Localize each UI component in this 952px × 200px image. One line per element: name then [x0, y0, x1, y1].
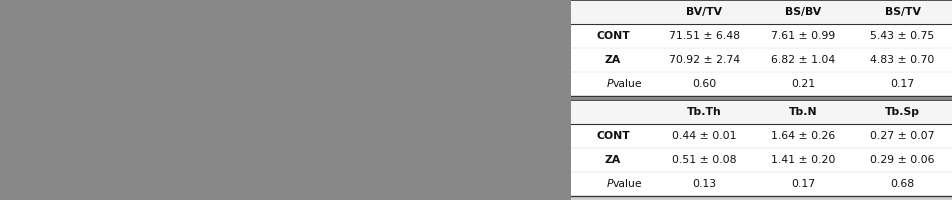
Text: CONT: CONT	[596, 131, 630, 141]
Text: 4.83 ± 0.70: 4.83 ± 0.70	[870, 55, 935, 65]
Bar	[571, 100, 952, 124]
Text: 0.17: 0.17	[791, 179, 816, 189]
Bar	[571, 72, 952, 96]
Text: Tb.N: Tb.N	[789, 107, 818, 117]
Text: 5.43 ± 0.75: 5.43 ± 0.75	[870, 31, 935, 41]
Text: 0.29 ± 0.06: 0.29 ± 0.06	[870, 155, 935, 165]
Text: 70.92 ± 2.74: 70.92 ± 2.74	[669, 55, 740, 65]
Text: 0.68: 0.68	[890, 179, 915, 189]
Text: 0.51 ± 0.08: 0.51 ± 0.08	[672, 155, 737, 165]
Bar	[571, 48, 952, 72]
Text: CONT: CONT	[596, 31, 630, 41]
Text: BV/TV: BV/TV	[686, 7, 723, 17]
Text: Tb.Th: Tb.Th	[687, 107, 722, 117]
Text: 0.60: 0.60	[692, 79, 717, 89]
Text: P: P	[606, 179, 613, 189]
Bar	[571, 172, 952, 196]
Text: BS/BV: BS/BV	[785, 7, 822, 17]
Text: value: value	[613, 179, 643, 189]
Text: 0.27 ± 0.07: 0.27 ± 0.07	[870, 131, 935, 141]
Text: P: P	[606, 79, 613, 89]
Text: 1.64 ± 0.26: 1.64 ± 0.26	[771, 131, 836, 141]
Text: 0.44 ± 0.01: 0.44 ± 0.01	[672, 131, 737, 141]
Text: 1.41 ± 0.20: 1.41 ± 0.20	[771, 155, 836, 165]
Text: 7.61 ± 0.99: 7.61 ± 0.99	[771, 31, 836, 41]
Text: 6.82 ± 1.04: 6.82 ± 1.04	[771, 55, 836, 65]
Text: BS/TV: BS/TV	[884, 7, 921, 17]
Bar	[571, 24, 952, 48]
Text: value: value	[613, 79, 643, 89]
Text: Tb.Sp: Tb.Sp	[885, 107, 920, 117]
Bar	[571, 124, 952, 148]
Text: 0.13: 0.13	[692, 179, 717, 189]
Bar	[571, 148, 952, 172]
Text: 0.21: 0.21	[791, 79, 816, 89]
Bar	[571, 0, 952, 24]
Text: 0.17: 0.17	[890, 79, 915, 89]
Text: ZA: ZA	[605, 155, 622, 165]
Text: 71.51 ± 6.48: 71.51 ± 6.48	[669, 31, 740, 41]
Text: ZA: ZA	[605, 55, 622, 65]
